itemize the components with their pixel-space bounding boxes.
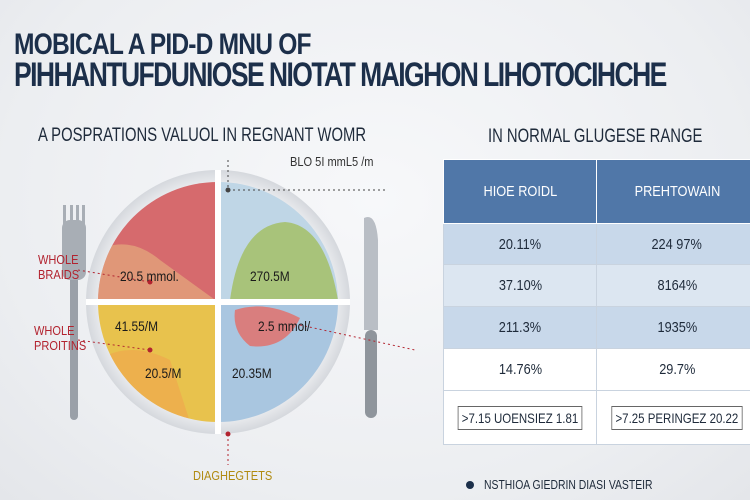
table-cell: 211.3% [442, 306, 598, 349]
bottom-label: DIAGHEGTETS [193, 468, 273, 483]
table-footer-row: >7.15 UOENSIEZ 1.81 >7.25 PERINGEZ 20.22 [442, 390, 750, 445]
table-cell: 29.7% [596, 348, 750, 391]
fork-icon [62, 205, 86, 420]
table-cell: >7.15 UOENSIEZ 1.81 [442, 390, 598, 445]
table-row: 20.11% 224 97% [442, 223, 750, 265]
page-title-line-1: MOBICAL A PID-D MNU OF [14, 28, 312, 61]
table-cell: 20.11% [442, 223, 598, 265]
quadrant-value-mid-right: 2.5 mmol/ [258, 318, 311, 334]
bullet-icon [466, 481, 474, 489]
table-header-row: HIOE ROIDL PREHTOWAIN [442, 159, 750, 224]
table-cell: 8164% [596, 264, 750, 307]
table-header-cell: HIOE ROIDL [442, 159, 598, 224]
plate-food-green [230, 222, 338, 300]
table-row: 211.3% 1935% [442, 306, 750, 349]
glucose-table: HIOE ROIDL PREHTOWAIN 20.11% 224 97% 37.… [442, 159, 750, 445]
top-callout: BLO 5I mmL5 /m [290, 154, 374, 169]
table-cell: 14.76% [442, 348, 598, 391]
table-header-cell: PREHTOWAIN [596, 159, 750, 224]
quadrant-value-top-right: 270.5M [250, 268, 290, 284]
knife-icon [364, 216, 378, 418]
left-subtitle: A POSPRATIONS VALUOL IN REGNANT WOMR [38, 125, 367, 146]
table-cell: >7.25 PERINGEZ 20.22 [596, 390, 750, 445]
table-row: 14.76% 29.7% [442, 348, 750, 391]
table-cell: 1935% [596, 306, 750, 349]
quadrant-value-bottom-left: 20.5/M [145, 365, 182, 381]
plate-food-red [234, 306, 300, 347]
whole-brains-label: WHOLE BRAIDS [38, 252, 80, 282]
table-cell: 37.10% [442, 264, 598, 307]
quadrant-value-top-left: 20.5 mmol. [120, 268, 179, 284]
quadrant-value-bottom-right: 20.35M [232, 365, 272, 381]
plate-illustration [62, 160, 416, 465]
table-cell: 224 97% [596, 223, 750, 265]
quadrant-value-mid-left: 41.55/M [115, 318, 159, 334]
right-subtitle: IN NORMAL GLUGESE RANGE [488, 126, 703, 147]
table-row: 37.10% 8164% [442, 264, 750, 307]
page-title-line-2: PIHHANTUFDUNIOSE NIOTAT MAIGHON LIHOTOCI… [14, 56, 667, 94]
whole-proteins-label: WHOLE PROITINS [34, 323, 87, 353]
footer-note: NSTHIOA GIEDRIN DIASI VASTEIR [484, 477, 653, 492]
